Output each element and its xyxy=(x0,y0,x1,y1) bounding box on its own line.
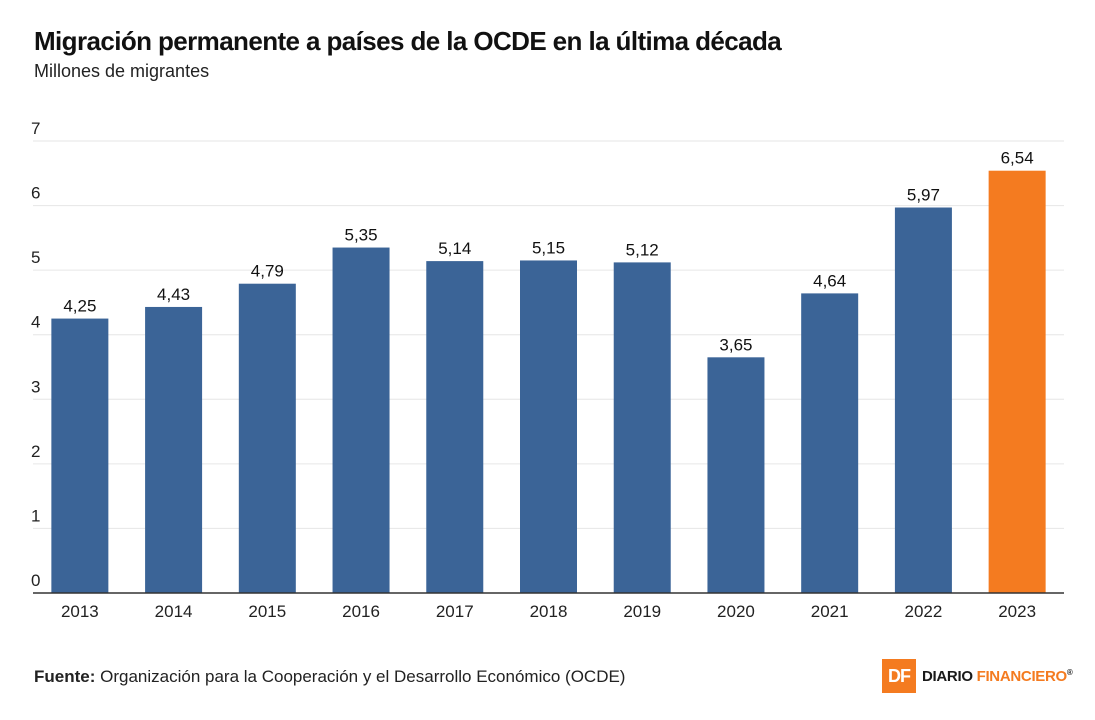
y-tick-label: 5 xyxy=(31,248,40,267)
data-label: 4,43 xyxy=(157,285,190,304)
brand-mark-icon: DF xyxy=(882,659,916,693)
y-tick-label: 1 xyxy=(31,506,40,525)
bar-2016 xyxy=(332,247,390,594)
source-label: Fuente: xyxy=(34,667,96,686)
data-label: 4,64 xyxy=(813,271,846,290)
x-tick-label: 2023 xyxy=(998,602,1036,621)
x-tick-label: 2022 xyxy=(904,602,942,621)
bar-2014 xyxy=(145,306,203,593)
bar-2022 xyxy=(894,207,952,593)
bar-2017 xyxy=(426,261,484,593)
y-tick-label: 7 xyxy=(31,119,40,138)
brand-word-1: DIARIO xyxy=(922,667,973,685)
source-note: Fuente: Organización para la Cooperación… xyxy=(34,667,625,687)
brand-word-2: FINANCIERO xyxy=(976,667,1068,685)
y-tick-label: 0 xyxy=(31,571,40,590)
x-tick-label: 2016 xyxy=(342,602,380,621)
bar-2020 xyxy=(707,357,765,593)
bar-2021 xyxy=(801,293,859,593)
x-tick-label: 2013 xyxy=(61,602,99,621)
x-tick-label: 2017 xyxy=(436,602,474,621)
data-label: 6,54 xyxy=(1001,149,1034,168)
data-label: 5,14 xyxy=(438,239,471,258)
data-label: 4,25 xyxy=(63,297,96,316)
y-tick-label: 6 xyxy=(31,184,40,203)
data-label: 4,79 xyxy=(251,262,284,281)
x-tick-label: 2019 xyxy=(623,602,661,621)
data-label: 3,65 xyxy=(719,335,752,354)
bar-2013 xyxy=(51,318,109,593)
x-tick-label: 2014 xyxy=(155,602,193,621)
brand-logo: DF DIARIO FINANCIERO® xyxy=(882,659,1073,693)
x-tick-label: 2020 xyxy=(717,602,755,621)
bar-2018 xyxy=(520,260,577,593)
x-tick-label: 2018 xyxy=(530,602,568,621)
bar-2019 xyxy=(613,262,671,593)
data-label: 5,35 xyxy=(344,226,377,245)
data-label: 5,15 xyxy=(532,238,565,257)
y-tick-label: 3 xyxy=(31,377,40,396)
y-tick-label: 2 xyxy=(31,442,40,461)
chart-title: Migración permanente a países de la OCDE… xyxy=(34,26,782,56)
x-tick-label: 2015 xyxy=(248,602,286,621)
brand-registered-mark: ® xyxy=(1066,667,1073,677)
brand-name: DIARIO FINANCIERO® xyxy=(922,668,1073,685)
y-tick-label: 4 xyxy=(31,313,40,332)
bar-chart: 0 1 2 3 4 5 6 7 4,25 2013 4,43 2014 4,79 2015 5,35 2016… xyxy=(31,119,1064,621)
source-text: Organización para la Cooperación y el De… xyxy=(100,667,626,686)
data-label: 5,97 xyxy=(907,186,940,205)
chart-subtitle: Millones de migrantes xyxy=(34,61,210,81)
bar-2023 xyxy=(988,170,1046,593)
x-tick-label: 2021 xyxy=(811,602,849,621)
bar-2015 xyxy=(238,283,296,593)
data-label: 5,12 xyxy=(626,240,659,259)
